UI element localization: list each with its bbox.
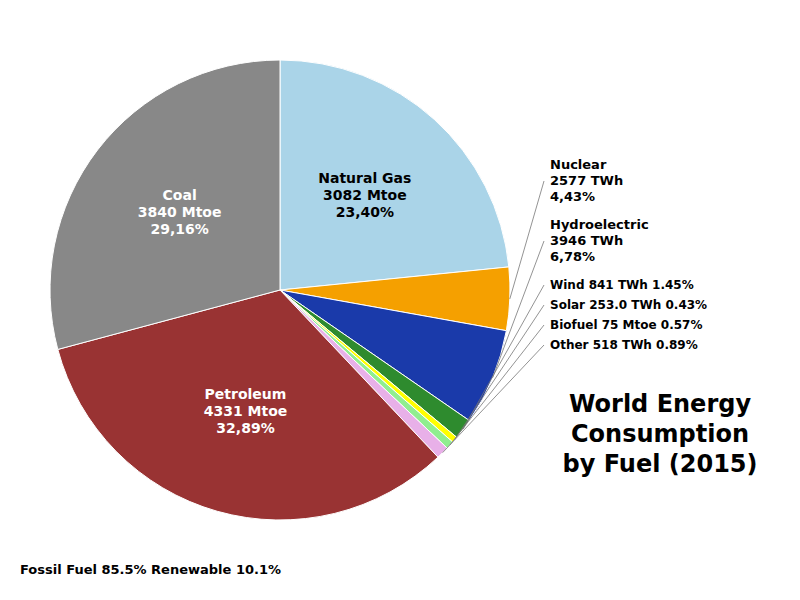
label-line: 29,16%: [151, 221, 209, 237]
leader-line: [510, 181, 544, 299]
label-line: Nuclear: [550, 157, 607, 172]
slice-label: Hydroelectric3946 TWh6,78%: [550, 217, 649, 264]
slice-label: Biofuel 75 Mtoe 0.57%: [550, 318, 702, 332]
label-line: 2577 TWh: [550, 173, 623, 188]
leader-line: [443, 345, 544, 453]
slice-label: Solar 253.0 TWh 0.43%: [550, 298, 707, 312]
leader-line: [463, 285, 544, 429]
footnote: Fossil Fuel 85.5% Renewable 10.1%: [20, 562, 281, 577]
slice-label: Petroleum4331 Mtoe32,89%: [204, 386, 288, 436]
label-line: 23,40%: [336, 204, 394, 220]
label-line: Coal: [163, 187, 197, 203]
label-line: by Fuel (2015): [562, 450, 757, 478]
slice-label: Nuclear2577 TWh4,43%: [550, 157, 623, 204]
pie-slice: [280, 60, 509, 290]
label-line: 6,78%: [550, 249, 595, 264]
label-line: 3946 TWh: [550, 233, 623, 248]
chart-title: World EnergyConsumptionby Fuel (2015): [562, 390, 757, 478]
slice-label: Coal3840 Mtoe29,16%: [138, 187, 222, 237]
slice-label: Other 518 TWh 0.89%: [550, 338, 698, 352]
label-line: Other 518 TWh 0.89%: [550, 338, 698, 352]
label-line: Wind 841 TWh 1.45%: [550, 278, 694, 292]
label-line: World Energy: [569, 390, 751, 418]
label-line: Consumption: [571, 420, 749, 448]
label-line: 32,89%: [216, 420, 274, 436]
pie: [50, 60, 510, 520]
chart: Natural Gas3082 Mtoe23,40% Petroleum4331 …: [0, 0, 800, 600]
label-line: 4331 Mtoe: [204, 403, 288, 419]
leader-line: [455, 305, 544, 440]
label-line: Biofuel 75 Mtoe 0.57%: [550, 318, 702, 332]
label-line: 3840 Mtoe: [138, 204, 222, 220]
label-line: Natural Gas: [318, 170, 411, 186]
label-line: Petroleum: [205, 386, 287, 402]
leader-line: [450, 325, 544, 445]
label-line: 3082 Mtoe: [323, 187, 407, 203]
label-line: Hydroelectric: [550, 217, 649, 232]
label-line: Solar 253.0 TWh 0.43%: [550, 298, 707, 312]
label-line: 4,43%: [550, 189, 595, 204]
slice-label: Natural Gas3082 Mtoe23,40%: [318, 170, 411, 220]
pie-slice: [50, 60, 280, 349]
slice-label: Wind 841 TWh 1.45%: [550, 278, 694, 292]
